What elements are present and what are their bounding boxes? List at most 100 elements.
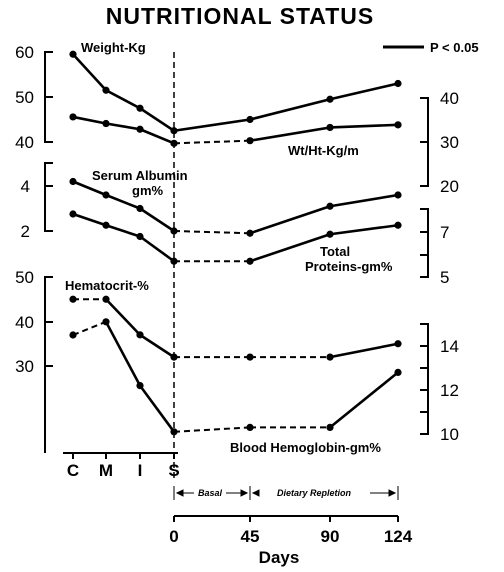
series-segment-blood-1 [173,426,251,433]
series-segment-protein-0 [139,207,175,233]
left-tick-label: 30 [15,357,34,376]
left-tick-label: 40 [15,313,34,332]
data-point-blood-0 [246,353,254,361]
data-point-protein-1 [246,257,254,265]
data-point-blood-0 [102,295,110,303]
series-segment-protein-1 [105,224,141,238]
series-segment-blood-0 [329,342,399,359]
data-point-protein-0 [394,191,402,199]
hematocrit-label: Hematocrit-% [65,278,149,293]
legend: P < 0.05 [383,40,479,55]
arrowhead [251,489,260,497]
series-segment-blood-1 [104,321,142,387]
data-point-weight-1 [69,113,77,121]
data-point-blood-1 [136,382,144,390]
data-point-weight-0 [170,127,178,135]
data-point-protein-1 [394,221,402,229]
right-tick-label: 12 [440,381,459,400]
right-tick-label: 14 [440,337,459,356]
data-point-weight-0 [394,79,402,88]
series-segment-weight-0 [249,97,331,121]
data-point-protein-0 [102,191,110,199]
data-point-blood-1 [326,423,334,431]
series-segment-protein-1 [72,212,107,227]
left-axis-weight [44,51,53,143]
days-tick-label: 124 [384,527,413,546]
data-point-weight-0 [326,95,334,103]
series-segment-weight-0 [72,53,107,92]
data-point-weight-1 [394,121,402,129]
series-segment-weight-0 [329,82,399,101]
data-point-blood-1 [170,428,178,436]
data-point-blood-0 [136,331,144,339]
series-segment-protein-1 [249,233,331,263]
days-tick-label: 45 [241,527,260,546]
stage-tick-label: M [99,461,113,480]
data-point-weight-1 [246,137,254,145]
arrowhead [175,489,184,497]
arrowhead [388,489,397,497]
data-point-protein-0 [69,177,77,186]
series-segment-weight-1 [105,122,141,131]
days-axis: 0 45 90 124 Days [169,515,413,567]
right-tick-label: 30 [440,133,459,152]
proteins-label: Total [320,244,350,259]
right-tick-label: 10 [440,425,459,444]
left-tick-label: 50 [15,88,34,107]
left-tick-label: 60 [15,43,34,62]
right-tick-label: 7 [440,223,449,242]
stage-tick-label: I [138,461,143,480]
data-point-weight-0 [136,104,144,112]
data-point-protein-1 [326,230,334,238]
data-point-weight-1 [102,119,110,128]
right-axis-protein [420,208,429,278]
series-segment-blood-1 [329,371,399,429]
right-tick-labels: 40 30 20 7 5 14 12 10 [440,89,459,444]
stage-axis: C M I S [63,452,180,480]
days-axis-title: Days [259,548,300,567]
series-segment-weight-1 [173,139,251,145]
left-axes [44,51,53,453]
data-point-blood-0 [394,340,402,348]
left-tick-labels: 60 50 40 4 2 50 40 30 [15,43,34,376]
data-point-protein-0 [170,227,178,235]
series-segment-protein-1 [139,235,175,263]
data-point-protein-1 [69,210,77,218]
data-point-weight-0 [69,50,77,58]
data-point-blood-1 [102,318,110,326]
left-axis-protein [44,162,53,232]
days-tick-label: 0 [169,527,178,546]
series-segment-protein-0 [72,180,107,197]
data-point-protein-0 [246,229,254,237]
basal-phase-label: Basal [198,488,223,498]
series-segment-protein-0 [105,193,141,210]
data-point-blood-1 [246,423,254,431]
series-segment-protein-1 [329,223,399,236]
right-tick-label: 20 [440,177,459,196]
series-segment-weight-0 [105,89,141,110]
right-tick-label: 40 [440,89,459,108]
data-point-blood-1 [394,368,402,376]
right-tick-label: 5 [440,268,449,287]
data-point-weight-0 [246,115,254,124]
repletion-phase-label: Dietary Repletion [277,488,352,498]
data-point-weight-1 [136,125,144,133]
left-tick-label: 50 [15,268,34,287]
data-point-protein-1 [102,221,110,229]
series-segment-weight-1 [329,123,399,129]
series-segment-weight-0 [173,118,251,133]
data-point-weight-0 [102,86,110,94]
series-labels: Weight-Kg Wt/Ht-Kg/m Serum Albumin gm% T… [65,40,393,455]
data-point-blood-1 [69,331,77,339]
right-axis-weight [420,97,429,187]
left-tick-label: 40 [15,133,34,152]
days-tick-label: 90 [321,527,340,546]
series-segment-weight-1 [72,115,107,125]
series-segment-weight-1 [139,128,175,145]
series-segment-blood-1 [138,384,176,433]
series-segment-blood-1 [72,320,107,336]
series-segment-weight-0 [139,107,175,132]
stage-tick-label: S [168,461,179,480]
left-axis-blood [44,276,53,453]
